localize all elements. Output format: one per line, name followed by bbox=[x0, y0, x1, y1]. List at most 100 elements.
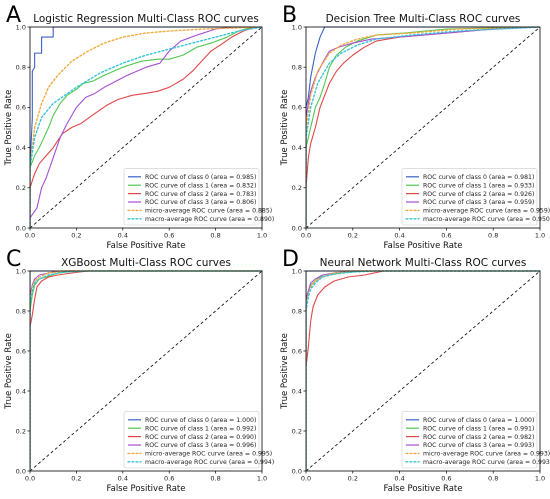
roc-curve-micro bbox=[30, 26, 263, 229]
y-tick-label: 0.2 bbox=[16, 184, 26, 192]
axes-frame bbox=[305, 270, 541, 472]
panel-letter: A bbox=[6, 3, 21, 28]
y-tick-label: 0.4 bbox=[292, 387, 302, 395]
roc-panel-b: B Decision Tree Multi-Class ROC curves 0.0… bbox=[280, 3, 550, 251]
legend: ROC curve of class 0 (area = 0.985)ROC c… bbox=[123, 168, 274, 226]
legend-entry: micro-average ROC curve (area = 0.993) bbox=[423, 451, 550, 458]
chance-diagonal-line bbox=[305, 270, 541, 472]
y-tick-label: 0.2 bbox=[292, 427, 302, 435]
x-axis-label: False Positive Rate bbox=[384, 484, 463, 494]
legend-entry: macro-average ROC curve (area = 0.890) bbox=[145, 216, 274, 223]
legend-box bbox=[401, 411, 538, 469]
legend-entry: ROC curve of class 1 (area = 0.991) bbox=[423, 425, 534, 432]
x-axis-label: False Positive Rate bbox=[107, 241, 186, 251]
roc-curve-macro bbox=[306, 270, 541, 472]
x-tick-label: 1.0 bbox=[535, 475, 545, 483]
x-tick-label: 0.2 bbox=[71, 475, 81, 483]
x-tick-label: 1.0 bbox=[257, 475, 267, 483]
x-tick-label: 0.4 bbox=[394, 475, 404, 483]
x-tick-label: 0.0 bbox=[301, 475, 311, 483]
series-group bbox=[30, 26, 263, 229]
legend-entry: ROC curve of class 0 (area = 1.000) bbox=[145, 417, 256, 424]
legend-entry: ROC curve of class 1 (area = 0.992) bbox=[145, 425, 256, 432]
x-tick-label: 0.0 bbox=[25, 475, 35, 483]
legend-entry: ROC curve of class 2 (area = 0.990) bbox=[145, 434, 256, 441]
roc-panel-a: A Logistic Regression Multi-Class ROC cur… bbox=[4, 3, 274, 251]
y-tick-label: 0.4 bbox=[16, 144, 26, 152]
y-tick-label: 0.6 bbox=[16, 347, 26, 355]
roc-curve-micro bbox=[306, 26, 541, 229]
chart-title: XGBoost Multi-Class ROC curves bbox=[61, 257, 231, 269]
x-tick-label: 1.0 bbox=[535, 232, 545, 240]
axes-frame bbox=[29, 26, 263, 229]
y-tick-label: 0.8 bbox=[292, 307, 302, 315]
x-tick-label: 0.0 bbox=[25, 232, 35, 240]
roc-panel-d: D Neural Network Multi-Class ROC curves 0.… bbox=[280, 247, 550, 494]
y-tick-label: 0.8 bbox=[16, 307, 26, 315]
panel-letter: B bbox=[282, 3, 297, 28]
y-tick-label: 0.0 bbox=[16, 467, 26, 475]
roc-curve-class2 bbox=[306, 270, 540, 471]
legend-entry: ROC curve of class 2 (area = 0.982) bbox=[423, 434, 534, 441]
legend-box bbox=[123, 168, 260, 226]
legend-entry: ROC curve of class 3 (area = 0.996) bbox=[145, 442, 256, 449]
y-axis-label: True Positive Rate bbox=[4, 90, 14, 167]
y-tick-label: 0.0 bbox=[292, 467, 302, 475]
x-tick-label: 0.6 bbox=[441, 475, 451, 483]
x-tick-label: 0.4 bbox=[394, 232, 404, 240]
x-tick-label: 0.2 bbox=[71, 232, 81, 240]
legend-entry: ROC curve of class 2 (area = 0.926) bbox=[423, 191, 534, 198]
x-tick-label: 0.2 bbox=[348, 475, 358, 483]
roc-curve-class3 bbox=[30, 26, 262, 228]
legend: ROC curve of class 0 (area = 0.981)ROC c… bbox=[401, 168, 550, 226]
roc-curve-macro bbox=[30, 26, 263, 229]
x-tick-label: 0.8 bbox=[210, 475, 220, 483]
chance-diagonal-line bbox=[305, 26, 541, 229]
y-tick-label: 0.6 bbox=[16, 104, 26, 112]
x-tick-label: 0.6 bbox=[164, 232, 174, 240]
roc-curve-class2 bbox=[30, 26, 262, 228]
x-tick-label: 0.8 bbox=[210, 232, 220, 240]
legend-entry: ROC curve of class 0 (area = 0.985) bbox=[145, 174, 256, 181]
y-axis-label: True Positive Rate bbox=[280, 90, 290, 167]
y-tick-label: 1.0 bbox=[292, 267, 302, 275]
legend-entry: ROC curve of class 2 (area = 0.783) bbox=[145, 191, 256, 198]
chance-diagonal-line bbox=[29, 26, 263, 229]
legend-entry: macro-average ROC curve (area = 0.994) bbox=[145, 459, 274, 466]
legend-entry: macro-average ROC curve (area = 0.993) bbox=[423, 459, 550, 466]
legend-box bbox=[123, 411, 260, 469]
y-tick-label: 0.0 bbox=[292, 224, 302, 232]
legend-box bbox=[401, 168, 538, 226]
roc-curve-class2 bbox=[30, 270, 262, 471]
x-tick-label: 0.4 bbox=[118, 232, 128, 240]
chance-diagonal-line bbox=[29, 270, 263, 472]
legend-entry: ROC curve of class 1 (area = 0.832) bbox=[145, 182, 256, 189]
legend: ROC curve of class 0 (area = 1.000)ROC c… bbox=[401, 411, 550, 469]
x-tick-label: 0.6 bbox=[164, 475, 174, 483]
legend: ROC curve of class 0 (area = 1.000)ROC c… bbox=[123, 411, 274, 469]
x-tick-label: 0.8 bbox=[488, 475, 498, 483]
roc-curve-class1 bbox=[30, 26, 262, 228]
chart-title: Logistic Regression Multi-Class ROC curv… bbox=[33, 13, 259, 25]
panel-letter: C bbox=[6, 247, 21, 272]
legend-entry: ROC curve of class 0 (area = 1.000) bbox=[423, 417, 534, 424]
axes-frame bbox=[305, 26, 541, 229]
roc-curve-class0 bbox=[30, 26, 262, 228]
legend-entry: ROC curve of class 1 (area = 0.933) bbox=[423, 182, 534, 189]
x-tick-label: 1.0 bbox=[257, 232, 267, 240]
legend-entry: ROC curve of class 0 (area = 0.981) bbox=[423, 174, 534, 181]
legend-entry: micro-average ROC curve (area = 0.885) bbox=[145, 208, 272, 215]
x-axis-label: False Positive Rate bbox=[107, 484, 186, 494]
x-tick-label: 0.0 bbox=[301, 232, 311, 240]
panel-letter: D bbox=[282, 247, 299, 272]
y-tick-label: 0.4 bbox=[292, 144, 302, 152]
y-tick-label: 0.2 bbox=[292, 184, 302, 192]
legend-entry: macro-average ROC curve (area = 0.950) bbox=[423, 216, 550, 223]
y-tick-label: 0.6 bbox=[292, 347, 302, 355]
y-tick-label: 0.8 bbox=[16, 64, 26, 72]
x-tick-label: 0.8 bbox=[488, 232, 498, 240]
y-tick-label: 1.0 bbox=[16, 267, 26, 275]
y-tick-label: 0.0 bbox=[16, 224, 26, 232]
roc-panel-c: C XGBoost Multi-Class ROC curves 0.0 0.2 0.4… bbox=[4, 247, 274, 494]
